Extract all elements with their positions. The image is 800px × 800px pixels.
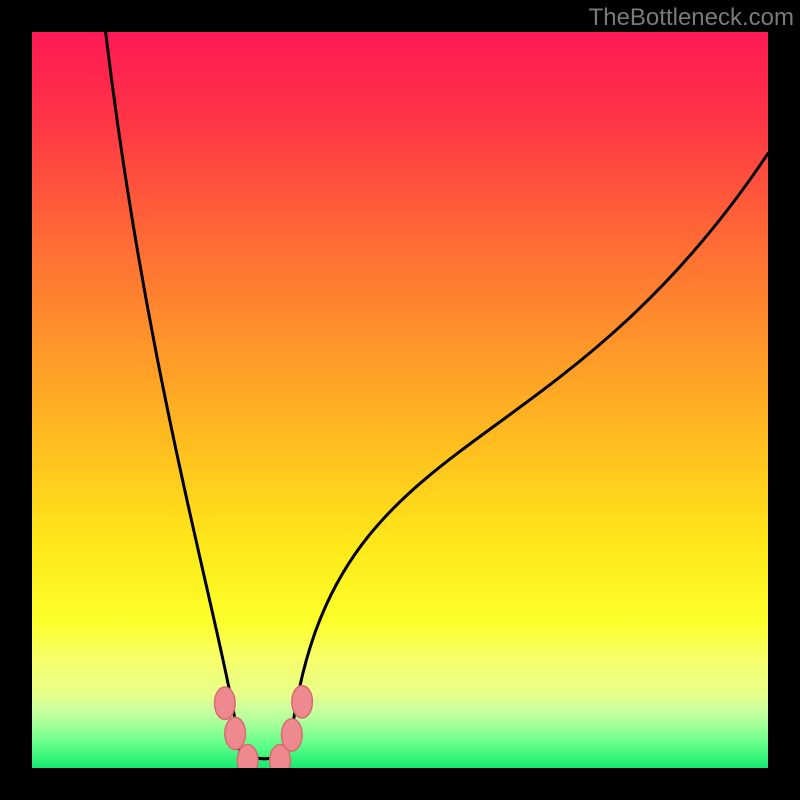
curve-marker xyxy=(237,744,258,768)
curve-marker xyxy=(215,687,236,719)
curve-marker xyxy=(225,717,246,749)
plot-area xyxy=(32,32,768,768)
watermark-text: TheBottleneck.com xyxy=(589,4,794,32)
chart-svg xyxy=(32,32,768,768)
gradient-background xyxy=(32,32,768,768)
curve-marker xyxy=(282,719,303,751)
curve-marker xyxy=(292,686,313,718)
